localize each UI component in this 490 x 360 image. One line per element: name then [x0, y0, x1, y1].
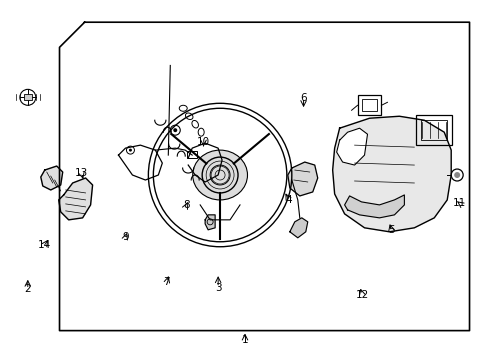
Text: 12: 12	[356, 290, 369, 300]
Circle shape	[173, 128, 177, 132]
Polygon shape	[337, 128, 368, 165]
Text: 9: 9	[122, 232, 129, 242]
Bar	[358, 95, 382, 115]
Bar	[421, 120, 447, 140]
Text: 2: 2	[24, 284, 31, 294]
Text: 14: 14	[38, 239, 51, 249]
Text: 11: 11	[453, 198, 466, 208]
Polygon shape	[205, 215, 215, 230]
Polygon shape	[288, 162, 318, 196]
Polygon shape	[333, 116, 451, 232]
Text: 10: 10	[197, 138, 210, 147]
Polygon shape	[290, 218, 308, 238]
Text: 5: 5	[388, 225, 395, 235]
Text: 1: 1	[242, 334, 248, 345]
Text: 7: 7	[164, 277, 170, 287]
Bar	[187, 151, 197, 158]
Ellipse shape	[193, 150, 247, 200]
Polygon shape	[344, 195, 404, 218]
Text: 8: 8	[183, 200, 190, 210]
Polygon shape	[41, 166, 63, 190]
Text: 3: 3	[215, 283, 221, 293]
Text: 6: 6	[300, 93, 307, 103]
Bar	[362, 99, 377, 111]
Bar	[416, 115, 452, 145]
Text: 13: 13	[75, 168, 88, 178]
Circle shape	[454, 172, 460, 178]
Polygon shape	[59, 178, 93, 220]
Circle shape	[129, 149, 132, 152]
Text: 4: 4	[286, 195, 292, 205]
Bar	[24, 94, 32, 100]
